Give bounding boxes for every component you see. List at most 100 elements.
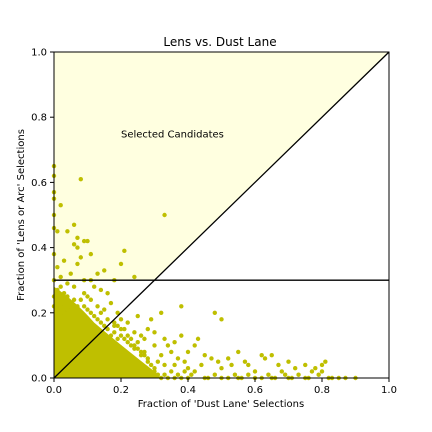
scatter-points bbox=[51, 163, 358, 381]
data-point bbox=[71, 242, 77, 247]
data-point bbox=[162, 336, 167, 342]
data-point bbox=[75, 261, 80, 267]
data-point bbox=[95, 304, 100, 309]
data-point bbox=[232, 372, 238, 377]
data-point bbox=[169, 369, 174, 374]
x-axis-label: Fraction of 'Dust Lane' Selections bbox=[138, 399, 304, 410]
data-point bbox=[115, 336, 120, 342]
y-tick-label: 0.4 bbox=[31, 243, 47, 254]
data-point bbox=[148, 317, 154, 322]
data-point bbox=[159, 352, 164, 358]
data-point bbox=[58, 304, 63, 309]
data-point bbox=[85, 294, 90, 299]
x-tick-label: 0.6 bbox=[247, 385, 263, 396]
x-tick-label: 0.4 bbox=[180, 385, 196, 396]
data-point bbox=[319, 362, 325, 368]
data-point bbox=[236, 349, 241, 355]
data-point bbox=[209, 356, 214, 361]
data-point bbox=[98, 320, 104, 325]
data-point bbox=[313, 366, 318, 371]
data-point bbox=[65, 294, 70, 299]
x-tick-label: 1.0 bbox=[381, 385, 397, 396]
data-point bbox=[118, 261, 124, 267]
data-point bbox=[199, 362, 204, 368]
data-point bbox=[58, 274, 63, 280]
data-point bbox=[252, 369, 258, 374]
data-point bbox=[88, 251, 94, 257]
data-point bbox=[145, 326, 150, 332]
data-point bbox=[169, 349, 174, 355]
data-point bbox=[182, 369, 187, 374]
data-point bbox=[152, 369, 157, 374]
data-point bbox=[112, 320, 117, 325]
data-point bbox=[212, 310, 217, 315]
data-point bbox=[88, 297, 94, 302]
data-point bbox=[105, 291, 110, 296]
data-point bbox=[135, 346, 140, 351]
data-point bbox=[112, 323, 117, 329]
data-point bbox=[316, 372, 321, 377]
data-point bbox=[81, 304, 87, 309]
data-point bbox=[152, 330, 157, 335]
data-point bbox=[142, 352, 147, 358]
data-point bbox=[226, 356, 231, 361]
x-tick-label: 0.2 bbox=[113, 385, 129, 396]
data-point bbox=[102, 268, 107, 273]
data-point bbox=[185, 349, 191, 355]
data-point bbox=[55, 310, 60, 315]
data-point bbox=[132, 346, 137, 351]
data-point bbox=[138, 349, 144, 355]
data-point bbox=[286, 359, 291, 364]
data-point bbox=[81, 291, 87, 296]
data-point bbox=[85, 238, 90, 244]
data-point bbox=[165, 343, 171, 348]
y-tick-label: 1.0 bbox=[31, 48, 47, 59]
data-point bbox=[108, 333, 114, 338]
selection-region bbox=[54, 52, 389, 281]
data-point bbox=[293, 366, 298, 371]
data-point bbox=[105, 326, 110, 332]
data-point bbox=[152, 366, 157, 371]
data-point bbox=[276, 362, 281, 368]
data-point bbox=[58, 284, 63, 289]
y-axis-label: Fraction of 'Lens or Arc' Selections bbox=[16, 129, 27, 301]
data-point bbox=[125, 333, 130, 338]
data-point bbox=[152, 343, 157, 348]
data-point bbox=[246, 372, 251, 377]
data-point bbox=[75, 304, 80, 309]
data-point bbox=[122, 336, 127, 342]
data-point bbox=[192, 369, 197, 374]
data-point bbox=[78, 176, 84, 182]
data-point bbox=[138, 352, 144, 358]
data-point bbox=[266, 372, 271, 377]
data-point bbox=[162, 372, 167, 377]
data-point bbox=[155, 359, 161, 364]
data-point bbox=[118, 317, 124, 322]
data-point bbox=[159, 310, 164, 315]
data-point bbox=[92, 284, 97, 289]
data-point bbox=[202, 352, 207, 358]
data-point bbox=[95, 271, 100, 276]
data-point bbox=[175, 372, 181, 377]
dense-point-cluster bbox=[54, 286, 162, 378]
data-point bbox=[115, 323, 120, 329]
data-point bbox=[125, 339, 130, 345]
y-tick-label: 0.6 bbox=[31, 178, 47, 189]
data-point bbox=[182, 359, 187, 364]
data-point bbox=[195, 336, 201, 342]
data-point bbox=[55, 287, 60, 293]
data-point bbox=[92, 313, 97, 319]
data-point bbox=[65, 229, 70, 234]
data-point bbox=[219, 366, 224, 371]
data-point bbox=[323, 359, 328, 364]
data-point bbox=[98, 287, 104, 293]
data-point bbox=[65, 281, 70, 286]
y-tick-label: 0.0 bbox=[31, 374, 47, 385]
data-point bbox=[282, 372, 288, 377]
data-point bbox=[78, 310, 84, 315]
data-point bbox=[242, 359, 248, 364]
data-point bbox=[296, 372, 301, 377]
data-point bbox=[118, 326, 124, 332]
data-point bbox=[71, 310, 77, 315]
data-point bbox=[135, 313, 140, 319]
